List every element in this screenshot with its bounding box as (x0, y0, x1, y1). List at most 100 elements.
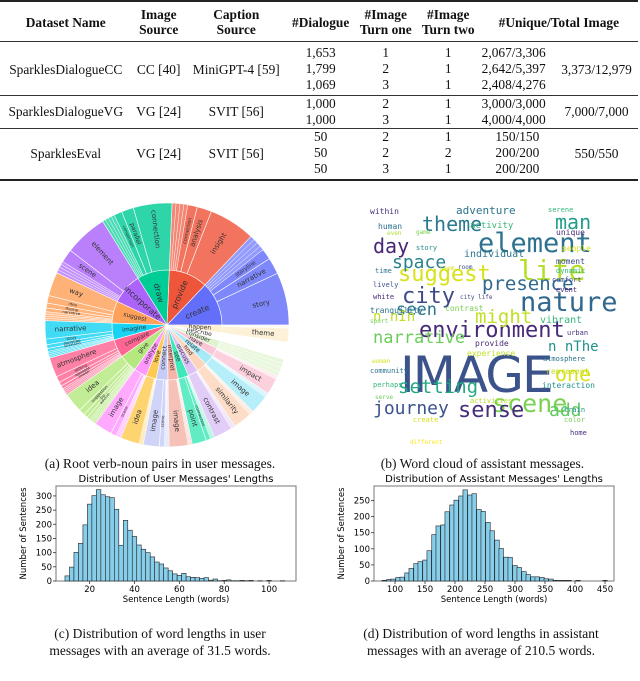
x-tick-label: 300 (507, 585, 523, 595)
svg-text:theme: theme (65, 306, 79, 313)
image-source-cell: CC [40] (136, 62, 181, 77)
dialogue-cell: 1,799 (305, 61, 336, 76)
unique-total-cell: 200/200 (495, 145, 540, 160)
dataset-statistics-table: Dataset Name Image Source Caption Source #… (0, 0, 638, 181)
unique-total-cell: 3,000/3,000 (479, 95, 556, 112)
x-axis-label: Sentence Length (words) (441, 595, 548, 605)
word-cloud-word: community (370, 367, 408, 375)
word-cloud-word: theme (422, 212, 483, 236)
word-cloud-word: event (556, 286, 578, 294)
word-cloud-word: life (518, 254, 586, 287)
x-tick-label: 80 (219, 585, 230, 595)
svg-text:scene: scene (119, 405, 129, 418)
y-tick-label: 200 (36, 520, 52, 530)
x-tick-label: 250 (477, 585, 493, 595)
unique-total-cell: 2,408/4,276 (481, 77, 546, 92)
word-cloud-word: perhaps (373, 381, 403, 389)
header-dialogue: #Dialogue (286, 1, 355, 42)
header-image-turn-one: #Image Turn one (354, 1, 417, 42)
assistant-length-histogram: Distribution of Assistant Messages' Leng… (328, 470, 628, 622)
svg-text:image: image (171, 410, 181, 432)
turn-two-cell: 2 (444, 145, 452, 160)
unique-total-cell: 2,642/5,397 (481, 61, 546, 76)
svg-text:scene: scene (160, 415, 166, 427)
word-cloud-word: suggest (398, 262, 491, 287)
svg-text:interpret: interpret (166, 344, 176, 371)
sunburst-verb-happen: theme happen (166, 323, 290, 343)
dialogue-cell: 1,000 (305, 112, 336, 127)
dataset-name-cell: SparklesEval (0, 128, 132, 180)
header-unique-total-image: #Unique/Total Image (479, 1, 638, 42)
x-tick-label: 200 (447, 585, 463, 595)
table-row: 1,000 3 1 4,000/4,000 (0, 112, 638, 129)
dialogue-cell: 50 (313, 145, 328, 160)
word-cloud-word: moment (556, 257, 585, 266)
figure-b-caption: (b) Word cloud of assistant messages. (380, 456, 585, 471)
word-cloud-word: contrast (445, 304, 484, 313)
word-cloud-word: within (370, 207, 399, 216)
svg-text:image: image (149, 409, 160, 432)
word-cloud-word: represent (546, 367, 590, 376)
table-row: 50 3 1 200/200 (0, 161, 638, 180)
sunburst-svg: storynarrativestorylinecreateinsightanal… (44, 202, 290, 448)
caption-source-cell: MiniGPT-4 [59] (192, 62, 280, 77)
x-tick-label: 400 (567, 585, 583, 595)
x-tick-label: 450 (597, 585, 613, 595)
svg-text:idea: idea (68, 301, 78, 308)
word-cloud-word: human (378, 222, 403, 231)
turn-two-cell: 1 (444, 61, 452, 76)
word-cloud-word: activity (470, 221, 514, 231)
word-cloud-word: city (402, 284, 455, 309)
figure-d-caption: (d) Distribution of word lengths in assi… (322, 625, 640, 659)
turn-one-cell: 2 (354, 95, 417, 112)
unique-total-cell: 2,067/3,306 (481, 45, 546, 60)
word-cloud-word: nature (520, 287, 618, 318)
x-tick-label: 150 (417, 585, 433, 595)
word-cloud-word: story (416, 244, 438, 252)
dataset-name-cell: SparklesDialogueCC (9, 62, 123, 77)
word-cloud-word: serve (375, 394, 394, 401)
svg-text:scenario: scenario (64, 340, 82, 348)
figure-d-caption-line2: messages with an average of 210.5 words. (367, 643, 595, 658)
group-total-cell: 3,373/12,979 (561, 62, 632, 77)
dataset-statistics-table-container: Dataset Name Image Source Caption Source #… (0, 0, 640, 181)
word-cloud-word: tranquility (370, 306, 423, 315)
turn-two-cell: 1 (444, 112, 452, 127)
y-tick-label: 0 (47, 577, 52, 587)
svg-text:story: story (252, 298, 271, 310)
header-image-turn-two: #Image Turn two (416, 1, 480, 42)
table-header-row: Dataset Name Image Source Caption Source #… (0, 1, 638, 42)
svg-text:happen: happen (188, 323, 211, 332)
word-cloud-word: different (410, 439, 443, 446)
word-cloud-word: experience (467, 349, 516, 358)
figure-d-caption-line1: (d) Distribution of word lengths in assi… (363, 626, 599, 641)
user-length-histogram: Distribution of User Messages' Lengths 20… (10, 470, 310, 622)
svg-text:image: image (77, 368, 91, 379)
dialogue-cell: 50 (313, 161, 328, 176)
word-cloud-word: n nThe (548, 339, 599, 355)
x-tick-label: 100 (261, 585, 277, 595)
word-cloud-word: unique (556, 228, 585, 237)
svg-text:narrative: narrative (62, 309, 81, 316)
y-tick-label: 250 (354, 496, 370, 506)
svg-text:tip: tip (99, 393, 107, 401)
table-row: 1,069 3 1 2,408/4,276 (0, 77, 638, 96)
word-cloud-word: color (564, 416, 586, 424)
y-tick-label: 150 (354, 529, 370, 539)
unique-total-cell: 200/200 (495, 161, 540, 176)
figure-a-caption: (a) Root verb-noun pairs in user message… (44, 456, 276, 471)
dialogue-cell: 1,069 (305, 77, 336, 92)
figure-c-caption: (c) Distribution of word lengths in user… (0, 625, 320, 659)
word-cloud-word: space (392, 252, 447, 273)
y-tick-label: 50 (359, 561, 370, 571)
word-cloud-word: provide (475, 339, 509, 348)
y-axis-label: Number of Sentences (337, 487, 347, 580)
